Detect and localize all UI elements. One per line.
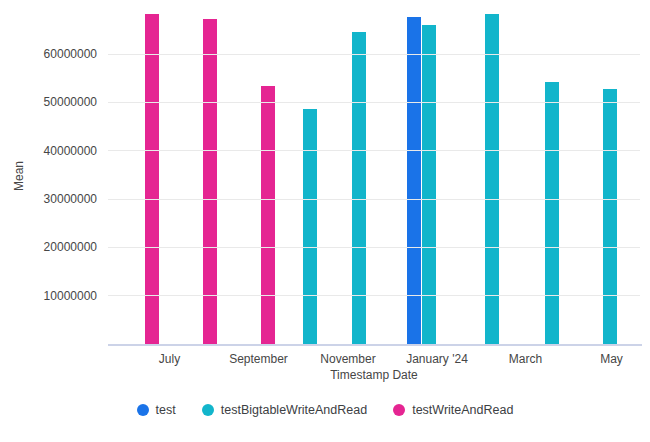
y-axis-title: Mean [12, 161, 26, 191]
x-tick-label: March [476, 352, 576, 366]
y-tick-label: 60000000 [0, 47, 97, 61]
gridline [108, 150, 640, 151]
bar-testBigtableWriteAndRead[interactable] [303, 109, 317, 344]
y-tick-label: 40000000 [0, 144, 97, 158]
legend-item-testWriteAndRead[interactable]: testWriteAndRead [393, 403, 513, 417]
gridline [108, 199, 640, 200]
y-tick-label: 50000000 [0, 95, 97, 109]
legend-label: testBigtableWriteAndRead [221, 403, 367, 417]
gridline [108, 102, 640, 103]
legend-dot-testWriteAndRead-icon [393, 404, 405, 416]
bar-testWriteAndRead[interactable] [261, 86, 275, 344]
x-axis-line [108, 344, 642, 346]
x-tick-label: January '24 [387, 352, 487, 366]
legend: test testBigtableWriteAndRead testWriteA… [0, 403, 650, 417]
y-tick-label: 20000000 [0, 240, 97, 254]
bar-chart: MayMarchJanuary '24NovemberSeptemberJuly… [0, 0, 650, 442]
x-axis-title: Timestamp Date [330, 368, 418, 382]
legend-dot-testBigtableWriteAndRead-icon [202, 404, 214, 416]
bar-testBigtableWriteAndRead[interactable] [545, 82, 559, 344]
legend-item-test[interactable]: test [137, 403, 176, 417]
legend-item-testBigtableWriteAndRead[interactable]: testBigtableWriteAndRead [202, 403, 367, 417]
legend-label: testWriteAndRead [412, 403, 513, 417]
x-tick-label: July [119, 352, 219, 366]
legend-dot-test-icon [137, 404, 149, 416]
gridline [108, 295, 640, 296]
gridline [108, 54, 640, 55]
bar-testBigtableWriteAndRead[interactable] [603, 89, 617, 344]
y-tick-label: 30000000 [0, 192, 97, 206]
legend-label: test [156, 403, 176, 417]
y-tick-label: 10000000 [0, 289, 97, 303]
x-tick-label: September [209, 352, 309, 366]
x-tick-label: November [298, 352, 398, 366]
gridline [108, 247, 640, 248]
bar-testBigtableWriteAndRead[interactable] [352, 32, 366, 344]
